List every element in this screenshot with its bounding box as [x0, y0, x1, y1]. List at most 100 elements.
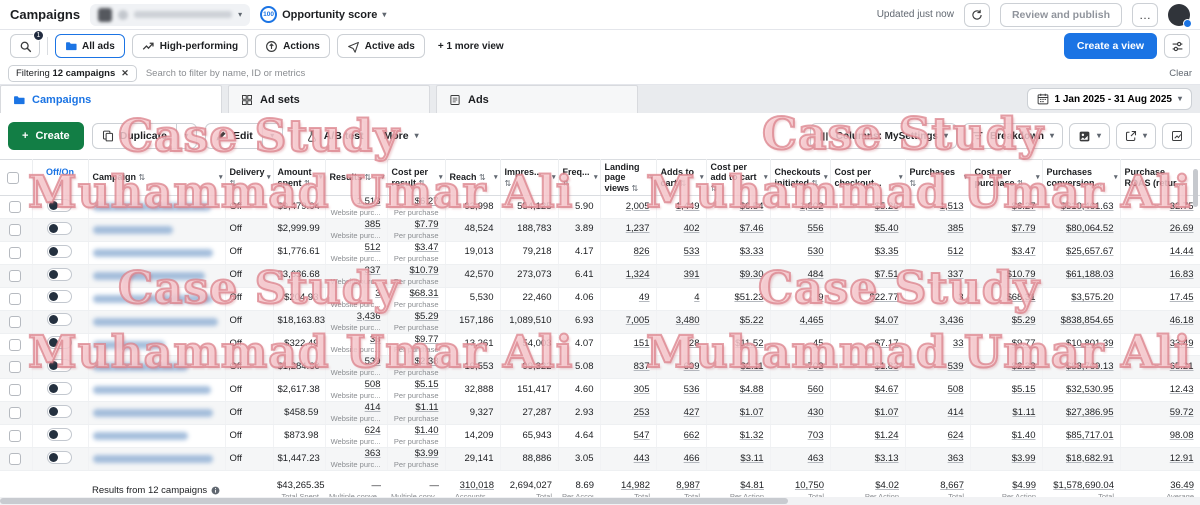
cell-value[interactable]: $3.99	[1011, 452, 1036, 464]
cell-value[interactable]: 512	[947, 246, 964, 258]
charts-button[interactable]	[1162, 123, 1192, 149]
cell-value[interactable]: $2.11	[740, 360, 764, 372]
cell-value[interactable]: $3.13	[874, 452, 899, 464]
cell-value[interactable]: 337	[364, 264, 381, 276]
view-tab-active-ads[interactable]: Active ads	[336, 34, 425, 58]
column-header-amount-spent[interactable]: Amount spent ⇅ ▾	[273, 158, 326, 197]
cell-value[interactable]: 414	[364, 402, 381, 414]
cell-value[interactable]: $11.52	[735, 338, 764, 350]
cell-value[interactable]: 536	[683, 383, 700, 395]
cell-value[interactable]: 484	[807, 269, 824, 281]
row-checkbox[interactable]	[8, 384, 21, 397]
cell-value[interactable]: 17.45	[1169, 292, 1194, 304]
more-actions-button[interactable]: More ▾	[377, 130, 424, 142]
cell-value[interactable]: 1,237	[625, 223, 650, 235]
cell-value[interactable]: 427	[683, 406, 700, 418]
cell-value[interactable]: 624	[364, 425, 381, 437]
cell-value[interactable]: $80,064.52	[1065, 223, 1114, 235]
cell-value[interactable]: 3	[958, 292, 964, 304]
cell-value[interactable]: $7.79	[414, 218, 439, 230]
row-checkbox[interactable]	[8, 430, 21, 443]
cell-value[interactable]: $1.40	[414, 425, 439, 437]
campaign-toggle-off[interactable]	[46, 405, 72, 419]
cell-value[interactable]: $10.79	[1006, 269, 1036, 281]
cell-value[interactable]: $3.33	[739, 246, 764, 258]
cell-value[interactable]: 402	[683, 223, 700, 235]
cell-value[interactable]: 363	[364, 448, 381, 460]
cell-value[interactable]: 3	[375, 287, 381, 299]
cell-value[interactable]: $10,801.39	[1065, 338, 1114, 350]
cell-value[interactable]: 305	[633, 383, 650, 395]
cell-value[interactable]: 9	[818, 292, 824, 304]
cell-value[interactable]: $68.31	[1006, 292, 1036, 304]
cell-value[interactable]: $6.27	[414, 196, 439, 208]
duplicate-dropdown-button[interactable]: ▾	[175, 124, 196, 148]
edit-button[interactable]: Edit	[206, 124, 262, 148]
cell-value[interactable]: 4	[694, 292, 700, 304]
cell-value[interactable]: 16.83	[1169, 269, 1194, 281]
tab-ads[interactable]: Ads	[436, 85, 638, 113]
column-header-checkouts-initiated[interactable]: Checkouts initiated ⇅ ▾	[770, 158, 831, 197]
cell-value[interactable]: $1.83	[874, 360, 899, 372]
row-checkbox[interactable]	[8, 407, 21, 420]
cell-value[interactable]: $7.46	[739, 223, 764, 235]
cell-value[interactable]: 33	[952, 338, 964, 350]
cell-value[interactable]: $7.79	[1011, 223, 1036, 235]
column-header-cost-per-purchase[interactable]: Cost per purchase ⇅ ▾	[970, 158, 1043, 197]
cell-value[interactable]: 32.75	[1169, 200, 1194, 212]
user-avatar[interactable]	[1168, 3, 1192, 28]
summary-value[interactable]: 10,750	[794, 479, 824, 491]
export-button[interactable]: ▾	[1115, 123, 1156, 149]
cell-value[interactable]: 14.44	[1169, 246, 1194, 258]
cell-value[interactable]: 1,324	[625, 269, 650, 281]
cell-value[interactable]: 59.72	[1169, 406, 1194, 418]
campaign-name-cell[interactable]	[88, 355, 226, 380]
vertical-scrollbar[interactable]	[1193, 169, 1198, 207]
cell-value[interactable]: 1,802	[799, 200, 824, 212]
campaign-toggle-off[interactable]	[46, 359, 72, 373]
cell-value[interactable]: $3.99	[414, 448, 439, 460]
view-tab-actions[interactable]: Actions	[255, 34, 330, 58]
cell-value[interactable]: $5.29	[1011, 315, 1036, 327]
cell-value[interactable]: 28	[688, 338, 700, 350]
cell-value[interactable]: 508	[947, 383, 964, 395]
column-header-campaign[interactable]: Campaign ⇅ ▾	[88, 158, 226, 197]
more-views-button[interactable]: + 1 more view	[432, 41, 510, 52]
campaign-toggle-off[interactable]	[46, 336, 72, 350]
cell-value[interactable]: $10.79	[409, 264, 439, 276]
row-checkbox[interactable]	[8, 315, 21, 328]
column-header-impres[interactable]: Impres... ⇅ ▾	[500, 158, 559, 197]
cell-value[interactable]: 98.08	[1169, 429, 1194, 441]
summary-value[interactable]: $4.02	[875, 479, 899, 491]
column-header-delivery[interactable]: Delivery ⇅ ▾	[225, 158, 274, 197]
create-button[interactable]: + Create	[8, 122, 84, 150]
cell-value[interactable]: 1,513	[939, 200, 964, 212]
cell-value[interactable]: $18,682.91	[1065, 452, 1114, 464]
campaign-toggle-off[interactable]	[46, 382, 72, 396]
campaign-name-cell[interactable]	[88, 310, 226, 334]
campaign-toggle-off[interactable]	[46, 450, 72, 464]
campaign-name-cell[interactable]	[88, 401, 226, 426]
campaign-toggle-off[interactable]	[46, 290, 72, 304]
edit-dropdown-button[interactable]: ▾	[261, 124, 282, 148]
row-checkbox[interactable]	[8, 361, 21, 374]
campaign-name-cell[interactable]	[88, 287, 226, 311]
cell-value[interactable]: 363	[947, 452, 964, 464]
column-header-cost-per-checkout[interactable]: Cost per checkout... ▾	[830, 158, 906, 197]
row-checkbox[interactable]	[8, 223, 21, 236]
cell-value[interactable]: $51.23	[734, 292, 764, 304]
breakdown-button[interactable]: Breakdown ▾	[963, 123, 1063, 149]
cell-value[interactable]: 837	[633, 360, 650, 372]
search-views-button[interactable]: 1	[10, 30, 44, 58]
campaign-toggle-off[interactable]	[46, 244, 72, 258]
cell-value[interactable]: 430	[807, 406, 824, 418]
cell-value[interactable]: $2.38	[1011, 360, 1036, 372]
cell-value[interactable]: 391	[683, 269, 700, 281]
cell-value[interactable]: $1.32	[739, 429, 764, 441]
column-header-reach[interactable]: Reach ⇅ ▾	[445, 158, 501, 197]
tab-ad-sets[interactable]: Ad sets	[228, 85, 430, 113]
column-header-purchases[interactable]: Purchases ⇅ ▾	[905, 158, 971, 197]
cell-value[interactable]: $3.11	[740, 452, 764, 464]
cell-value[interactable]: 3,436	[939, 315, 964, 327]
column-header-adds-to-cart[interactable]: Adds to cart ⇅ ▾	[656, 158, 707, 197]
